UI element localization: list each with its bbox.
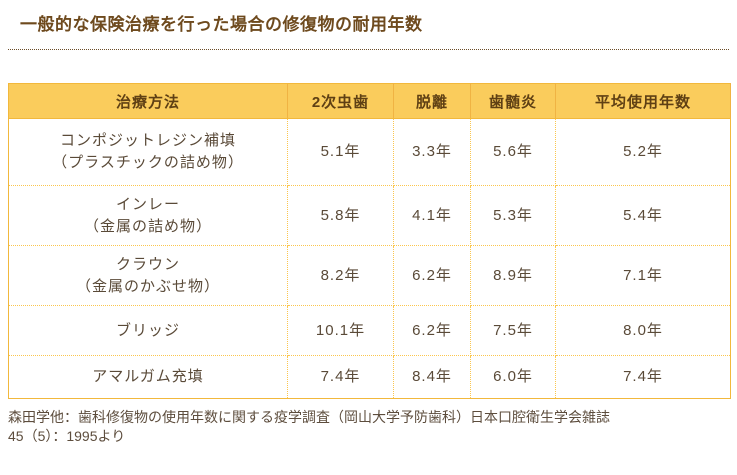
treatment-cell: アマルガム充填 (8, 355, 288, 399)
value-cell: 6.2年 (393, 305, 471, 356)
treatment-cell: インレー （金属の詰め物） (8, 185, 288, 246)
value-cell: 5.3年 (470, 185, 556, 246)
source-citation-line1: 森田学他：歯科修復物の使用年数に関する疫学調査（岡山大学予防歯科）日本口腔衛生学… (8, 409, 610, 425)
column-header-secondary-caries: 2次虫歯 (287, 83, 394, 119)
value-cell: 7.1年 (555, 245, 731, 306)
treatment-cell: クラウン （金属のかぶせ物） (8, 245, 288, 306)
durability-table: 治療方法 2次虫歯 脱離 歯髄炎 平均使用年数 コンポジットレジン補填 （プラス… (8, 83, 731, 399)
treatment-name: クラウン (115, 255, 180, 273)
value-cell: 3.3年 (393, 118, 471, 186)
table-row: コンポジットレジン補填 （プラスチックの詰め物） 5.1年 3.3年 5.6年 … (8, 118, 731, 186)
treatment-name: インレー (115, 195, 180, 213)
value-cell: 5.2年 (555, 118, 731, 186)
value-cell: 10.1年 (287, 305, 394, 356)
column-header-average-years: 平均使用年数 (555, 83, 731, 119)
column-header-detachment: 脱離 (393, 83, 471, 119)
table-row: アマルガム充填 7.4年 8.4年 6.0年 7.4年 (8, 355, 731, 399)
table-header-row: 治療方法 2次虫歯 脱離 歯髄炎 平均使用年数 (8, 83, 731, 119)
value-cell: 7.4年 (555, 355, 731, 399)
page: 一般的な保険治療を行った場合の修復物の耐用年数 治療方法 2次虫歯 脱離 歯髄炎… (0, 12, 737, 475)
value-cell: 5.4年 (555, 185, 731, 246)
value-cell: 6.2年 (393, 245, 471, 306)
value-cell: 6.0年 (470, 355, 556, 399)
column-header-treatment: 治療方法 (8, 83, 288, 119)
treatment-description: （プラスチックの詰め物） (52, 154, 244, 171)
value-cell: 8.0年 (555, 305, 731, 356)
treatment-name: アマルガム充填 (92, 368, 204, 385)
page-title: 一般的な保険治療を行った場合の修復物の耐用年数 (20, 15, 423, 34)
value-cell: 8.2年 (287, 245, 394, 306)
value-cell: 8.9年 (470, 245, 556, 306)
treatment-name: コンポジットレジン補填 (59, 132, 236, 149)
value-cell: 5.6年 (470, 118, 556, 186)
value-cell: 8.4年 (393, 355, 471, 399)
table-row: クラウン （金属のかぶせ物） 8.2年 6.2年 8.9年 7.1年 (8, 245, 731, 306)
table-row: ブリッジ 10.1年 6.2年 7.5年 8.0年 (8, 305, 731, 356)
treatment-cell: コンポジットレジン補填 （プラスチックの詰め物） (8, 118, 288, 186)
treatment-name: ブリッジ (115, 321, 180, 339)
title-divider (8, 49, 729, 50)
value-cell: 5.1年 (287, 118, 394, 186)
value-cell: 7.5年 (470, 305, 556, 356)
value-cell: 5.8年 (287, 185, 394, 246)
source-citation-line2: 45（5）：1995より (8, 428, 126, 444)
value-cell: 7.4年 (287, 355, 394, 399)
source-citation: 森田学他：歯科修復物の使用年数に関する疫学調査（岡山大学予防歯科）日本口腔衛生学… (8, 408, 729, 446)
treatment-description: （金属の詰め物） (83, 217, 212, 235)
value-cell: 4.1年 (393, 185, 471, 246)
table-row: インレー （金属の詰め物） 5.8年 4.1年 5.3年 5.4年 (8, 185, 731, 246)
treatment-description: （金属のかぶせ物） (75, 277, 220, 295)
column-header-pulpitis: 歯髄炎 (470, 83, 556, 119)
treatment-cell: ブリッジ (8, 305, 288, 356)
